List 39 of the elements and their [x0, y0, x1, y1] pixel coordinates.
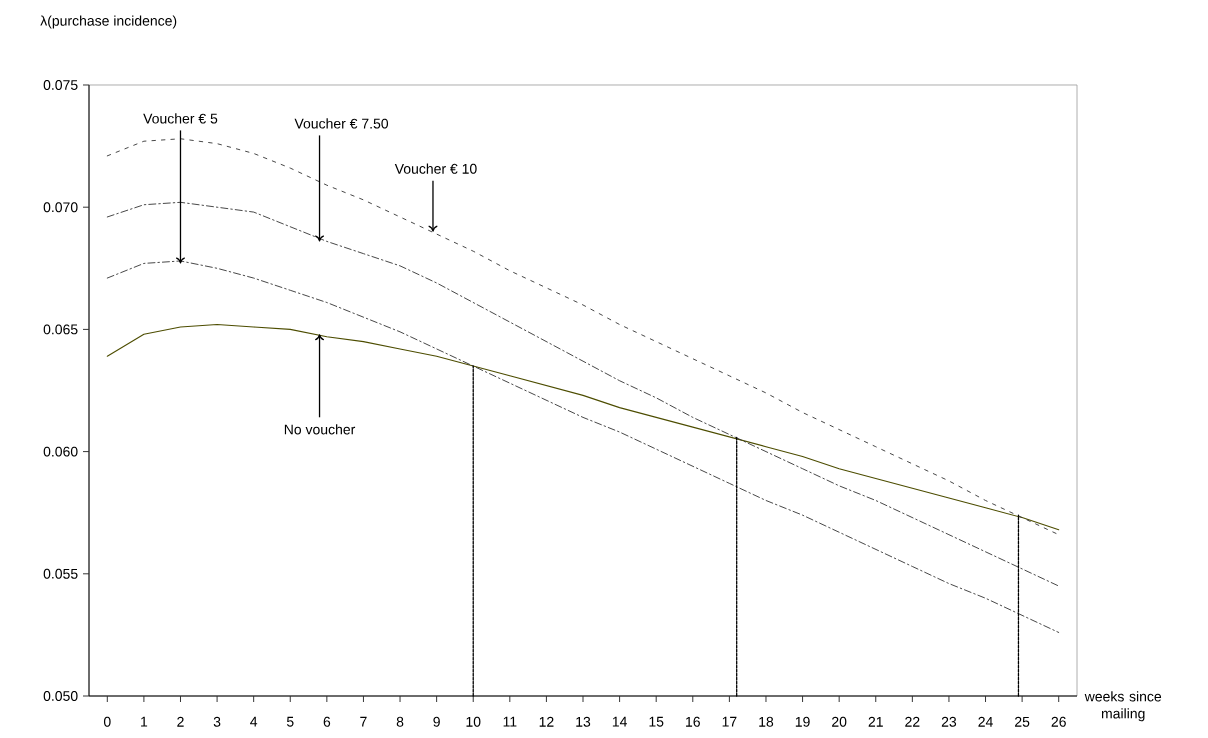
x-tick-label: 15 [649, 716, 664, 727]
y-tick-label: 0.075 [43, 80, 78, 90]
x-tick-label: 6 [323, 716, 331, 727]
y-tick-label: 0.065 [43, 324, 78, 335]
x-axis-title: weeks since mailing [1084, 691, 1162, 722]
x-tick-label: 5 [286, 716, 294, 727]
x-tick-label: 8 [396, 716, 404, 727]
x-tick-label: 21 [868, 716, 883, 727]
x-tick-label: 12 [539, 716, 554, 727]
x-tick-label: 10 [466, 716, 481, 727]
y-axis-title: λ(purchase incidence) [40, 15, 177, 29]
x-tick-label: 2 [177, 716, 184, 727]
y-tick-label: 0.055 [43, 568, 78, 579]
x-tick-label: 26 [1051, 716, 1066, 727]
x-tick-label: 24 [978, 716, 993, 727]
x-tick-label: 23 [941, 716, 957, 727]
y-tick-label: 0.060 [43, 446, 78, 457]
x-tick-label: 3 [213, 716, 221, 727]
x-tick-label: 7 [360, 716, 367, 727]
x-tick-label: 0 [103, 716, 111, 727]
x-tick-label: 9 [433, 716, 440, 727]
x-tick-label: 17 [722, 716, 737, 727]
x-tick-label: 22 [905, 716, 920, 727]
y-tick-label: 0.070 [43, 202, 78, 213]
annotation: Voucher € 5 [143, 113, 218, 124]
x-tick-label: 16 [686, 716, 700, 727]
y-tick-label: 0.050 [43, 691, 78, 701]
x-tick-label: 13 [576, 716, 591, 727]
x-tick-label: 25 [1015, 716, 1030, 727]
x-tick-label: 14 [612, 716, 627, 727]
x-tick-label: 11 [503, 716, 517, 727]
x-tick-label: 18 [759, 716, 774, 727]
annotation: No voucher [284, 424, 356, 435]
x-tick-label: 1 [141, 716, 148, 727]
annotation: Voucher € 10 [394, 163, 477, 174]
x-tick-label: 19 [795, 716, 810, 727]
x-tick-label: 4 [250, 716, 258, 727]
annotation: Voucher € 7.50 [294, 118, 389, 129]
x-tick-label: 20 [832, 716, 847, 727]
